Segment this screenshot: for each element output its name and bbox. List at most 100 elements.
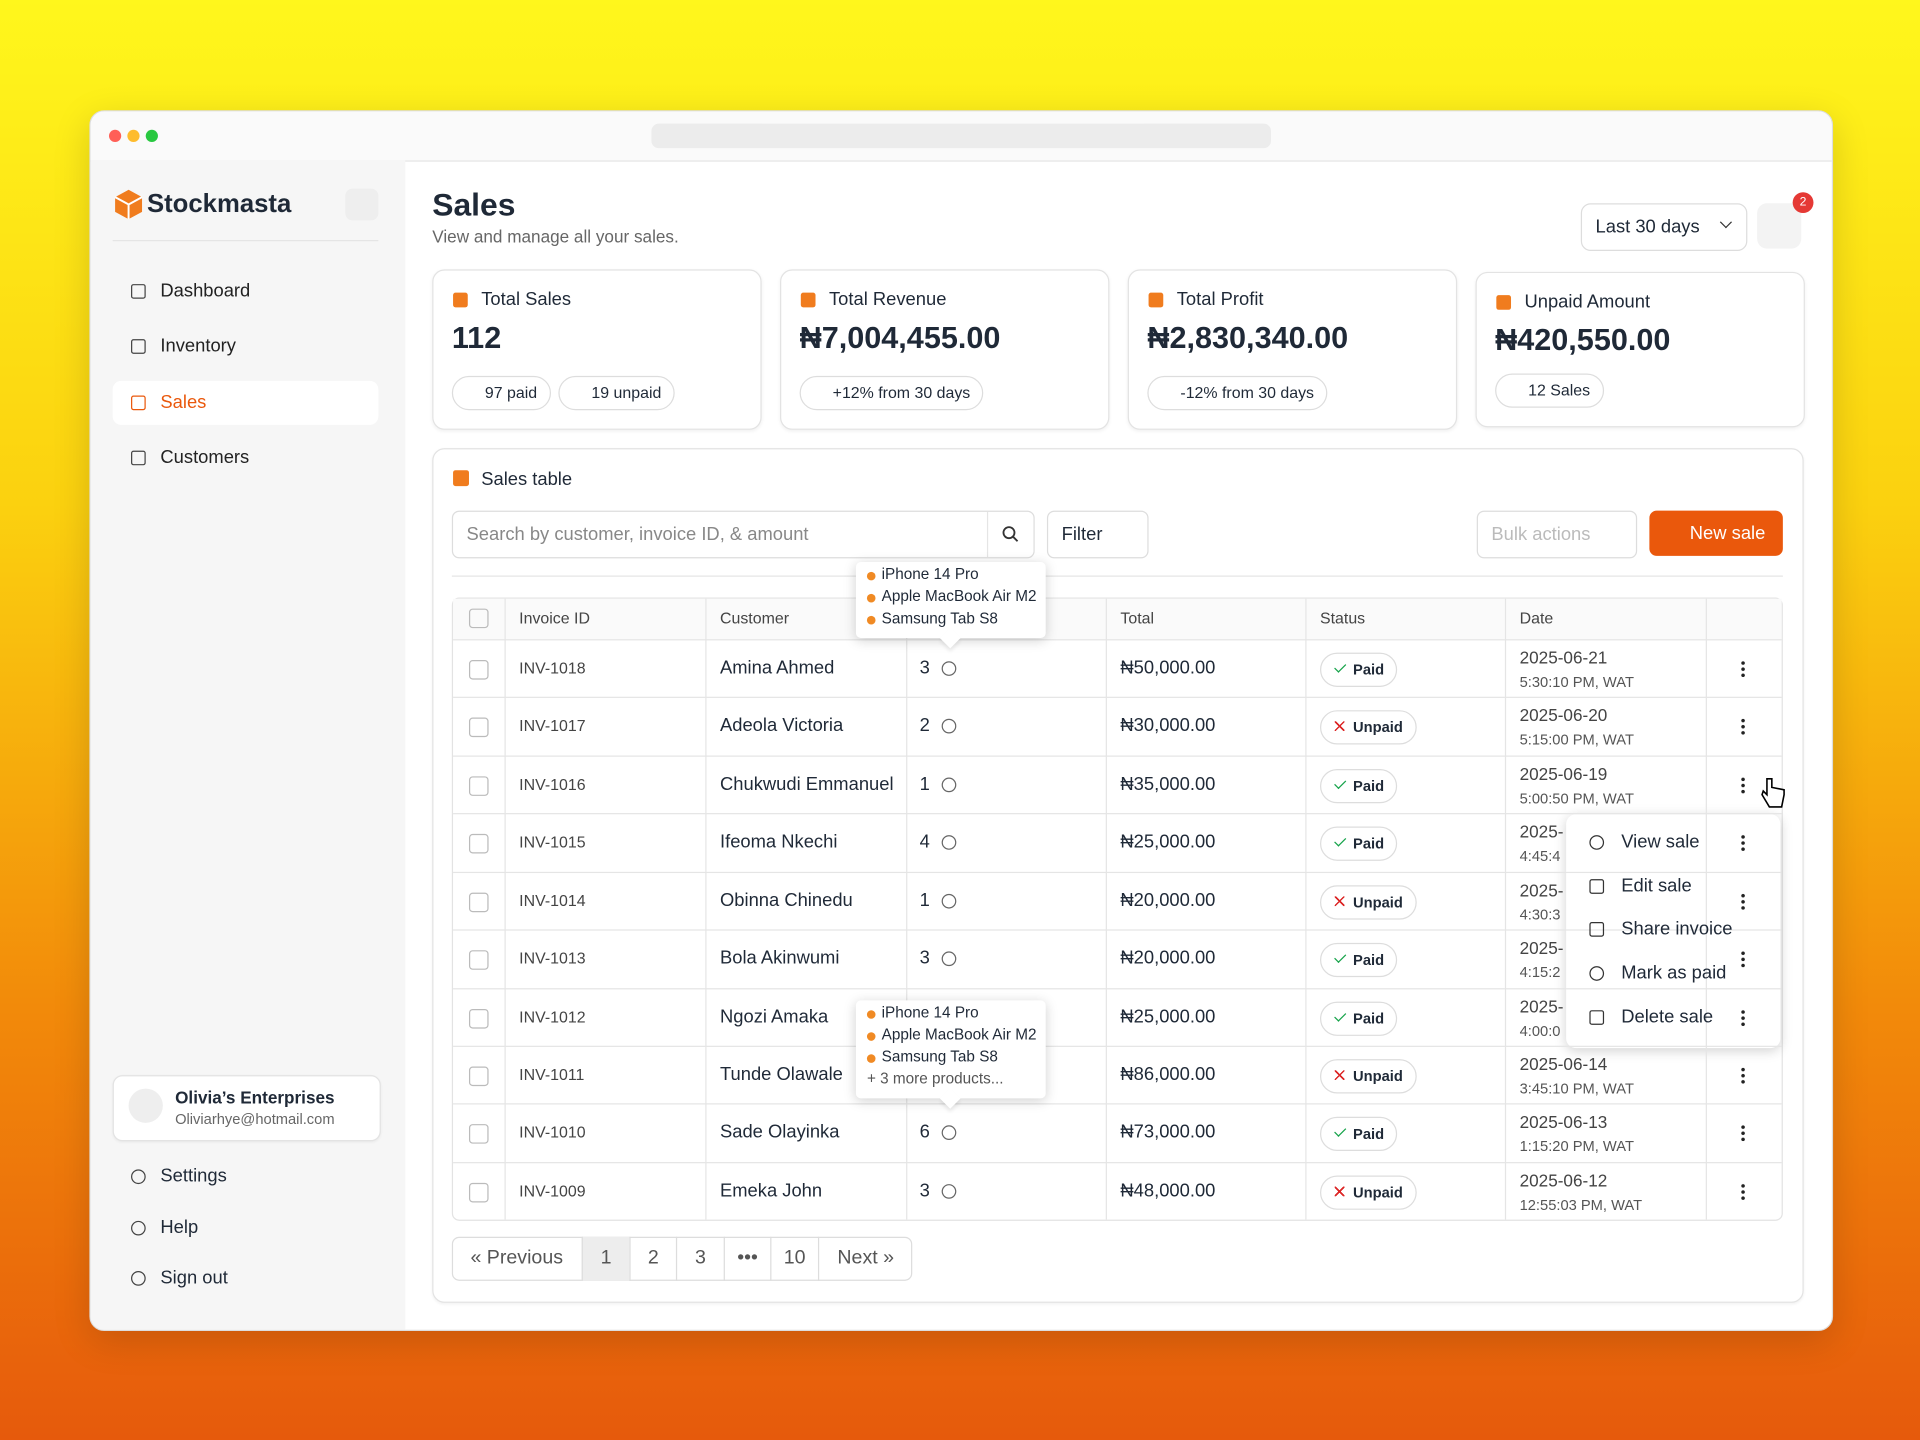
tooltip-more: + 3 more products... bbox=[866, 1070, 1004, 1088]
row-checkbox[interactable] bbox=[468, 717, 489, 738]
collapse-button[interactable] bbox=[345, 188, 379, 221]
row-checkbox[interactable] bbox=[468, 660, 489, 680]
info-icon[interactable] bbox=[941, 718, 957, 734]
row-actions[interactable] bbox=[1741, 1124, 1745, 1142]
row-checkbox[interactable] bbox=[468, 950, 489, 970]
range-label: Last 30 days bbox=[1595, 216, 1700, 238]
info-icon[interactable] bbox=[941, 661, 957, 676]
filter-button[interactable]: Filter bbox=[1046, 510, 1149, 559]
item-count: 3 bbox=[919, 947, 930, 969]
menu-item[interactable]: Mark as paid bbox=[1621, 962, 1727, 984]
menu-icon bbox=[1589, 1010, 1605, 1025]
page-button[interactable]: « Previous bbox=[470, 1247, 564, 1269]
time: 4:15:2 bbox=[1519, 963, 1561, 981]
tooltip-dot bbox=[866, 615, 876, 625]
row-actions[interactable] bbox=[1741, 892, 1745, 910]
stat-badge: 19 unpaid bbox=[558, 375, 675, 411]
notification-button[interactable] bbox=[1757, 203, 1802, 249]
row-checkbox[interactable] bbox=[468, 1182, 489, 1203]
item-count: 1 bbox=[919, 890, 930, 912]
item-count: 4 bbox=[919, 831, 930, 853]
page-button[interactable]: 3 bbox=[675, 1236, 724, 1281]
menu-item[interactable]: Delete sale bbox=[1621, 1006, 1714, 1028]
footer-icon bbox=[131, 1271, 146, 1286]
row-checkbox[interactable] bbox=[468, 776, 489, 796]
account-card[interactable] bbox=[112, 1075, 381, 1142]
bulk-actions[interactable]: Bulk actions bbox=[1476, 510, 1638, 559]
row-checkbox[interactable] bbox=[468, 1008, 489, 1029]
row-divider bbox=[453, 871, 1782, 874]
nav-item[interactable]: Sales bbox=[160, 391, 207, 413]
total: ₦30,000.00 bbox=[1120, 715, 1216, 736]
row-actions[interactable] bbox=[1741, 1008, 1745, 1027]
footer-icon bbox=[131, 1169, 146, 1185]
row-checkbox[interactable] bbox=[468, 833, 489, 854]
status: Paid bbox=[1320, 768, 1398, 804]
stat-value: ₦7,004,455.00 bbox=[799, 320, 1001, 356]
footer-nav-item[interactable]: Settings bbox=[160, 1165, 227, 1187]
menu-icon bbox=[1589, 922, 1605, 937]
invoice-id: INV-1012 bbox=[519, 1007, 586, 1027]
page-button[interactable]: 2 bbox=[629, 1236, 676, 1281]
time: 4:00:0 bbox=[1519, 1022, 1561, 1040]
page-button[interactable]: 1 bbox=[581, 1236, 630, 1281]
status: Unpaid bbox=[1320, 1175, 1417, 1210]
customer: Bola Akinwumi bbox=[720, 947, 840, 969]
column-divider bbox=[504, 598, 506, 1220]
address-bar[interactable] bbox=[651, 123, 1272, 149]
status-mark bbox=[1334, 721, 1345, 732]
pagination-box bbox=[451, 1236, 913, 1281]
row-actions[interactable] bbox=[1741, 660, 1745, 678]
info-icon[interactable] bbox=[941, 777, 957, 793]
row-actions[interactable] bbox=[1741, 1182, 1745, 1200]
info-icon[interactable] bbox=[941, 951, 957, 967]
info-icon[interactable] bbox=[941, 835, 957, 850]
tooltip-item: Apple MacBook Air M2 bbox=[881, 1026, 1037, 1044]
row-checkbox[interactable] bbox=[468, 1124, 489, 1144]
page-button[interactable]: ••• bbox=[723, 1236, 771, 1281]
info-icon[interactable] bbox=[941, 1184, 957, 1199]
date: 2025-06-13 bbox=[1519, 1111, 1608, 1132]
stat-icon bbox=[1496, 295, 1512, 310]
search-input[interactable]: Search by customer, invoice ID, & amount bbox=[451, 510, 1035, 559]
column-divider bbox=[1705, 598, 1707, 1220]
row-actions[interactable] bbox=[1741, 833, 1745, 852]
total: ₦35,000.00 bbox=[1120, 773, 1216, 795]
info-icon[interactable] bbox=[941, 1125, 957, 1140]
tooltip-dot bbox=[866, 1032, 876, 1041]
menu-icon bbox=[1589, 835, 1605, 850]
info-icon[interactable] bbox=[941, 893, 957, 909]
row-actions[interactable] bbox=[1741, 776, 1745, 794]
page-button[interactable]: Next » bbox=[817, 1236, 912, 1281]
menu-item[interactable]: View sale bbox=[1621, 831, 1700, 853]
menu-item[interactable]: Share invoice bbox=[1621, 918, 1733, 940]
row-checkbox[interactable] bbox=[468, 1066, 489, 1087]
account-name: Olivia’s Enterprises bbox=[175, 1087, 335, 1107]
header-checkbox[interactable] bbox=[468, 608, 489, 629]
bulk-label: Bulk actions bbox=[1491, 524, 1591, 545]
row-checkbox[interactable] bbox=[468, 892, 489, 913]
nav-item[interactable]: Dashboard bbox=[160, 280, 251, 302]
page-button[interactable]: 10 bbox=[770, 1236, 818, 1281]
row-actions[interactable] bbox=[1741, 950, 1745, 968]
nav-icon bbox=[131, 395, 146, 411]
menu-item[interactable]: Edit sale bbox=[1621, 875, 1692, 897]
row-actions[interactable] bbox=[1741, 1066, 1745, 1084]
table-title: Sales table bbox=[481, 468, 573, 490]
status: Paid bbox=[1320, 652, 1398, 687]
footer-nav-item[interactable]: Sign out bbox=[160, 1267, 228, 1289]
column-divider bbox=[906, 598, 908, 1220]
range-select[interactable]: Last 30 days bbox=[1580, 203, 1748, 252]
customer: Obinna Chinedu bbox=[720, 890, 853, 912]
nav-item[interactable]: Inventory bbox=[160, 335, 236, 357]
footer-nav-item[interactable]: Help bbox=[160, 1217, 199, 1238]
tooltip-item: Samsung Tab S8 bbox=[881, 1048, 998, 1066]
sidebar bbox=[90, 160, 406, 1330]
new-sale-button[interactable]: New sale bbox=[1649, 510, 1783, 556]
nav-item[interactable]: Customers bbox=[160, 446, 250, 468]
row-actions[interactable] bbox=[1741, 717, 1745, 735]
tooltip bbox=[855, 1000, 1046, 1099]
stat-badge: -12% from 30 days bbox=[1147, 375, 1328, 411]
date: 2025- bbox=[1519, 996, 1564, 1017]
